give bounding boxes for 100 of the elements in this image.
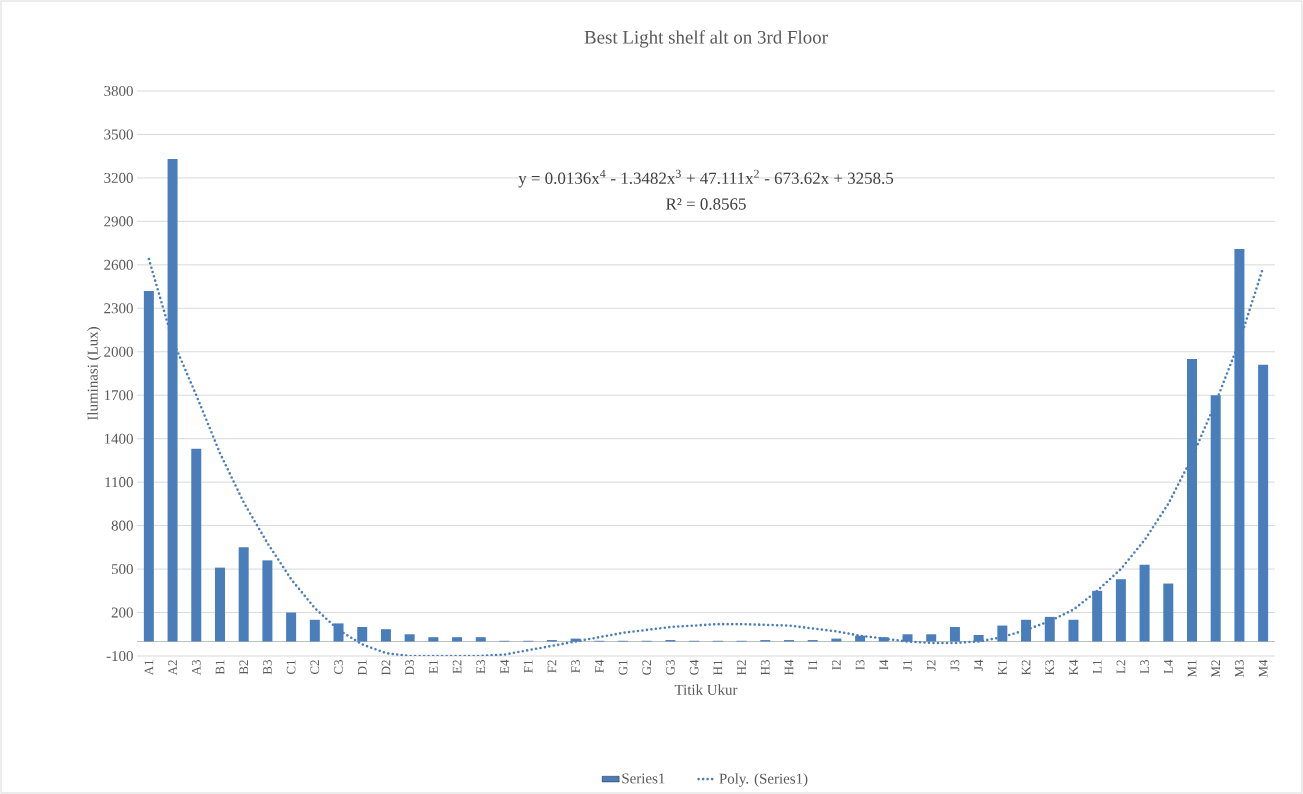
x-tick-label: D2 bbox=[381, 660, 391, 675]
x-tick-label: B3 bbox=[263, 660, 272, 675]
legend-label: Poly. (Series1) bbox=[719, 773, 808, 787]
y-tick-label: -100 bbox=[106, 650, 133, 662]
x-tick-label: K2 bbox=[1021, 660, 1031, 675]
bar bbox=[428, 637, 439, 642]
y-tick-label: 2300 bbox=[104, 303, 133, 314]
x-tick-label: A2 bbox=[168, 660, 177, 676]
y-tick-label: 2600 bbox=[104, 259, 133, 270]
x-tick-label: K4 bbox=[1069, 659, 1078, 675]
x-tick-label: J2 bbox=[926, 660, 936, 671]
x-tick-label: L3 bbox=[1140, 660, 1149, 674]
x-tick-label: M4 bbox=[1258, 659, 1268, 678]
y-tick-label: 500 bbox=[111, 564, 133, 575]
x-tick-label: H4 bbox=[784, 659, 794, 675]
y-tick-label: 2900 bbox=[104, 216, 133, 227]
bar bbox=[1044, 616, 1055, 642]
y-tick-label: 3500 bbox=[104, 129, 133, 140]
y-tick-label: 800 bbox=[111, 520, 133, 531]
x-tick-label: L4 bbox=[1164, 659, 1173, 674]
x-tick-label: A1 bbox=[144, 660, 154, 676]
bar bbox=[475, 637, 486, 642]
x-tick-label: H3 bbox=[760, 660, 770, 675]
x-tick-label: M2 bbox=[1211, 660, 1220, 678]
x-tick-label: I2 bbox=[832, 660, 841, 670]
x-tick-label: C3 bbox=[334, 660, 343, 675]
x-tick-label: C2 bbox=[310, 660, 320, 675]
x-tick-label: E4 bbox=[500, 659, 509, 674]
x-axis-title: Titik Ukur bbox=[674, 684, 738, 695]
y-tick-label: 3200 bbox=[104, 172, 133, 183]
x-tick-label: J4 bbox=[974, 659, 983, 671]
x-tick-label: I3 bbox=[855, 660, 865, 670]
x-tick-label: D1 bbox=[357, 660, 367, 675]
x-tick-label: G4 bbox=[689, 659, 699, 675]
x-tick-label: K3 bbox=[1045, 660, 1055, 675]
bar bbox=[404, 634, 415, 642]
x-tick-label: I4 bbox=[879, 659, 889, 670]
x-tick-label: E1 bbox=[429, 660, 438, 674]
y-tick-label: 200 bbox=[111, 607, 133, 618]
x-tick-label: E2 bbox=[452, 660, 462, 674]
bar bbox=[831, 638, 842, 642]
x-tick-label: I1 bbox=[808, 660, 817, 670]
bar bbox=[309, 619, 320, 642]
chart-title: Best Light shelf alt on 3rd Floor bbox=[584, 30, 828, 48]
bar bbox=[926, 634, 937, 642]
x-tick-label: F1 bbox=[523, 660, 533, 673]
bar bbox=[286, 612, 297, 642]
bar bbox=[855, 635, 866, 642]
bar bbox=[262, 560, 273, 642]
annotation: y = 0.0136x$^{4}$ - 1.3482x$^{3}$ + 47.111x$^{2}$ - 673.62x + 3258.5 bbox=[518, 169, 894, 188]
bar bbox=[1210, 395, 1221, 642]
x-tick-label: G3 bbox=[666, 660, 675, 675]
x-tick-label: F2 bbox=[547, 660, 557, 673]
bar bbox=[143, 290, 154, 642]
x-tick-label: J3 bbox=[950, 660, 960, 671]
x-tick-label: C1 bbox=[286, 660, 296, 675]
x-tick-label: G1 bbox=[618, 660, 628, 675]
bar bbox=[1092, 590, 1103, 642]
y-axis-title: Iluminasi (Lux) bbox=[87, 327, 101, 421]
bar bbox=[1139, 564, 1150, 642]
x-tick-label: L1 bbox=[1092, 660, 1102, 674]
bar bbox=[357, 627, 368, 642]
x-tick-label: G2 bbox=[642, 660, 652, 675]
bar bbox=[1068, 619, 1079, 642]
x-tick-label: A3 bbox=[191, 660, 201, 676]
bar bbox=[997, 625, 1008, 642]
y-tick-label: 1700 bbox=[104, 390, 133, 401]
bar bbox=[380, 629, 391, 642]
bar bbox=[333, 623, 344, 642]
x-tick-label: H1 bbox=[713, 660, 723, 675]
x-tick-label: F4 bbox=[595, 659, 604, 673]
bar bbox=[1187, 359, 1197, 642]
bar bbox=[973, 634, 984, 642]
x-tick-label: K1 bbox=[998, 660, 1007, 675]
x-tick-label: E3 bbox=[476, 660, 486, 674]
bar bbox=[1115, 579, 1126, 642]
x-tick-label: M3 bbox=[1235, 660, 1244, 678]
bar bbox=[1163, 583, 1174, 642]
y-tick-label: 1400 bbox=[104, 433, 133, 444]
x-tick-label: B1 bbox=[215, 660, 225, 675]
x-tick-label: B2 bbox=[239, 660, 248, 675]
x-tick-label: M1 bbox=[1187, 660, 1197, 678]
x-tick-label: H2 bbox=[737, 660, 746, 675]
bar bbox=[1258, 364, 1269, 642]
bar bbox=[191, 448, 202, 642]
legend-label: Series1 bbox=[622, 773, 665, 784]
bar bbox=[949, 627, 960, 642]
y-tick-label: 2000 bbox=[104, 346, 133, 357]
x-tick-label: J1 bbox=[903, 660, 912, 671]
y-tick-label: 3800 bbox=[104, 85, 133, 97]
x-tick-label: F3 bbox=[571, 660, 580, 673]
x-tick-label: D3 bbox=[405, 660, 414, 675]
y-tick-label: 1100 bbox=[105, 477, 133, 488]
bar bbox=[238, 547, 249, 642]
x-tick-label: L2 bbox=[1116, 660, 1126, 674]
bar bbox=[902, 634, 913, 642]
bar bbox=[214, 567, 225, 642]
bar bbox=[1021, 619, 1032, 642]
bar bbox=[452, 637, 463, 642]
annotation: R² = 0.8565 bbox=[665, 198, 746, 210]
